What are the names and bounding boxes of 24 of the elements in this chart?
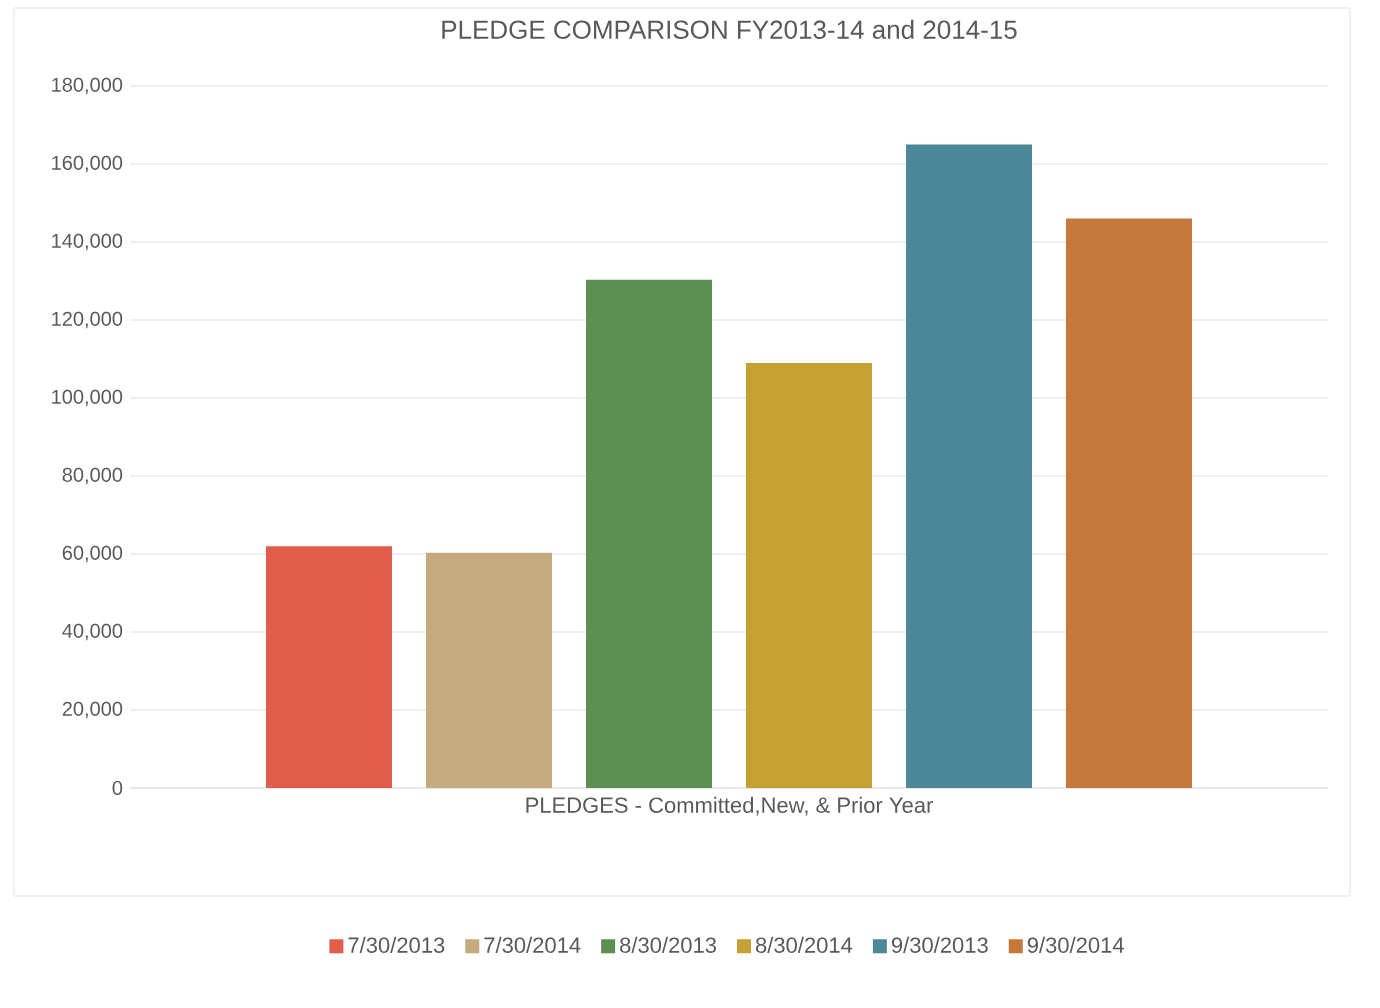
y-tick-label: 80,000 <box>62 467 123 485</box>
y-tick-label: 20,000 <box>62 701 123 719</box>
bar <box>586 279 713 788</box>
y-tick-label: 40,000 <box>62 623 123 641</box>
legend-label: 9/30/2013 <box>891 936 988 953</box>
y-tick-label: 140,000 <box>52 233 123 251</box>
y-tick-label: 160,000 <box>52 155 123 173</box>
legend-label: 7/30/2013 <box>348 936 445 953</box>
bar <box>1066 218 1193 788</box>
y-tick-label: 60,000 <box>62 545 123 563</box>
chart-title: PLEDGE COMPARISON FY2013-14 and 2014-15 <box>442 19 1017 39</box>
bar <box>266 546 393 788</box>
x-axis-title: PLEDGES - Committed,New, & Prior Year <box>526 796 934 816</box>
y-tick-label: 100,000 <box>52 389 123 407</box>
legend-label: 8/30/2014 <box>755 936 853 953</box>
bar <box>746 362 873 788</box>
y-tick-label: 120,000 <box>52 311 123 329</box>
y-tick-label: 0 <box>112 780 123 796</box>
legend-label: 7/30/2014 <box>484 936 581 953</box>
y-tick-label: 180,000 <box>52 77 123 95</box>
legend-label: 9/30/2014 <box>1027 936 1124 953</box>
bar <box>426 552 553 788</box>
bar <box>906 144 1033 788</box>
legend-label: 8/30/2013 <box>620 936 717 953</box>
